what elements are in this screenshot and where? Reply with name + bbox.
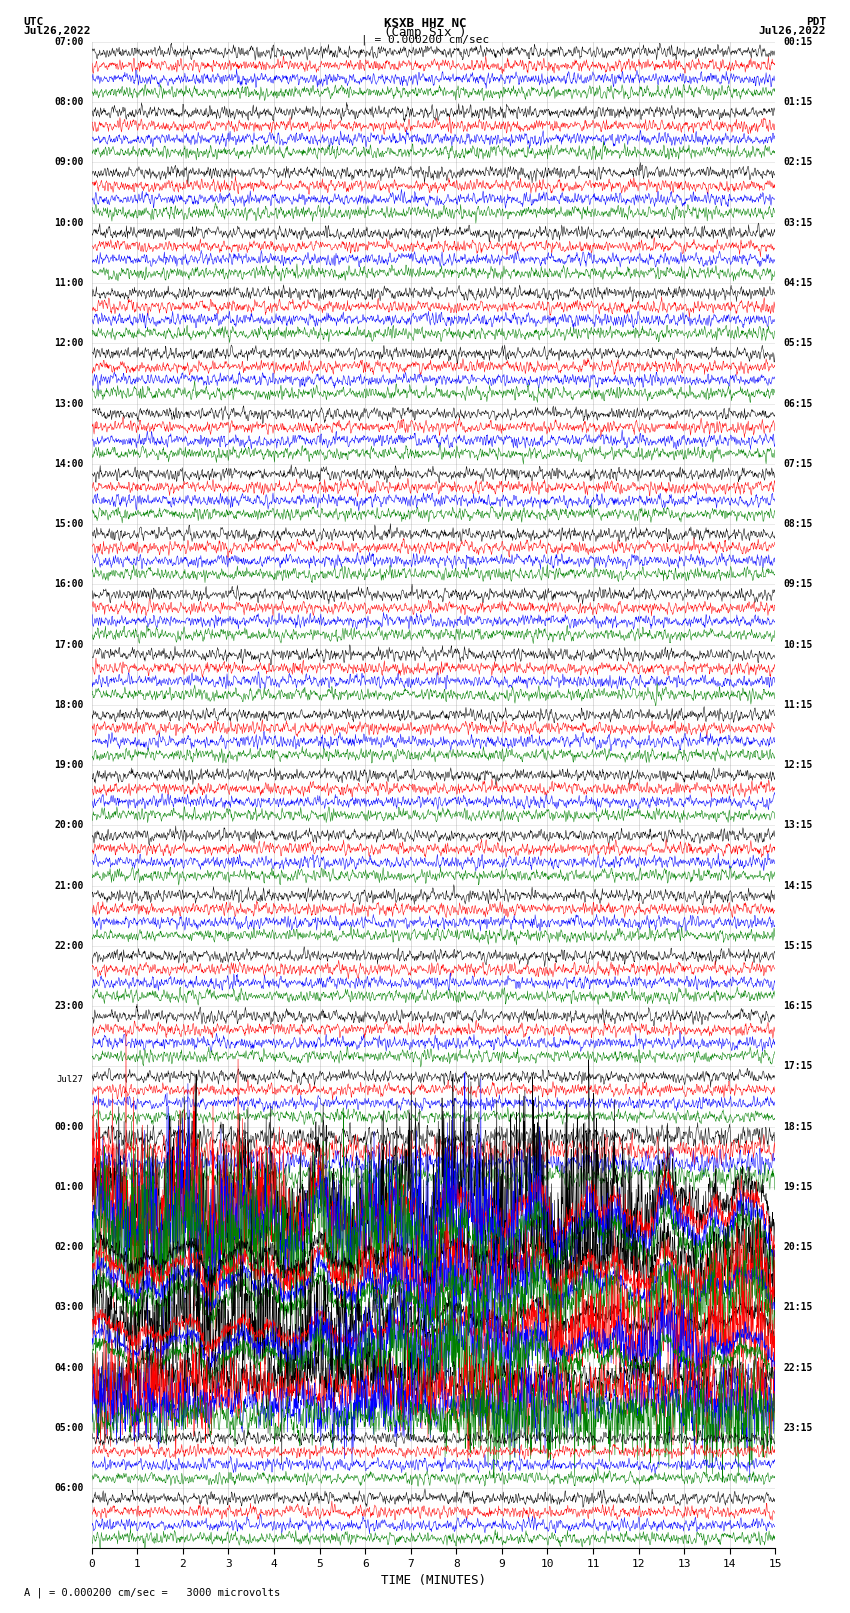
Text: 06:15: 06:15 bbox=[784, 398, 813, 408]
Text: 13:15: 13:15 bbox=[784, 821, 813, 831]
Text: 22:15: 22:15 bbox=[784, 1363, 813, 1373]
Text: 00:15: 00:15 bbox=[784, 37, 813, 47]
Text: 01:15: 01:15 bbox=[784, 97, 813, 106]
Text: 15:15: 15:15 bbox=[784, 940, 813, 950]
Text: 11:00: 11:00 bbox=[54, 277, 83, 289]
Text: 21:00: 21:00 bbox=[54, 881, 83, 890]
Text: 18:15: 18:15 bbox=[784, 1121, 813, 1132]
Text: 16:00: 16:00 bbox=[54, 579, 83, 589]
Text: 12:00: 12:00 bbox=[54, 339, 83, 348]
Text: 19:15: 19:15 bbox=[784, 1182, 813, 1192]
Text: 03:15: 03:15 bbox=[784, 218, 813, 227]
Text: UTC: UTC bbox=[24, 18, 44, 27]
X-axis label: TIME (MINUTES): TIME (MINUTES) bbox=[381, 1574, 486, 1587]
Text: PDT: PDT bbox=[806, 18, 826, 27]
Text: Jul26,2022: Jul26,2022 bbox=[24, 26, 91, 35]
Text: 22:00: 22:00 bbox=[54, 940, 83, 950]
Text: A | = 0.000200 cm/sec =   3000 microvolts: A | = 0.000200 cm/sec = 3000 microvolts bbox=[24, 1587, 280, 1598]
Text: KSXB HHZ NC: KSXB HHZ NC bbox=[383, 18, 467, 31]
Text: 18:00: 18:00 bbox=[54, 700, 83, 710]
Text: 12:15: 12:15 bbox=[784, 760, 813, 769]
Text: Jul27: Jul27 bbox=[57, 1076, 83, 1084]
Text: 01:00: 01:00 bbox=[54, 1182, 83, 1192]
Text: 19:00: 19:00 bbox=[54, 760, 83, 769]
Text: 03:00: 03:00 bbox=[54, 1302, 83, 1313]
Text: 20:15: 20:15 bbox=[784, 1242, 813, 1252]
Text: 20:00: 20:00 bbox=[54, 821, 83, 831]
Text: 05:00: 05:00 bbox=[54, 1423, 83, 1432]
Text: 14:00: 14:00 bbox=[54, 458, 83, 469]
Text: 04:00: 04:00 bbox=[54, 1363, 83, 1373]
Text: 17:00: 17:00 bbox=[54, 640, 83, 650]
Text: (Camp Six ): (Camp Six ) bbox=[383, 26, 467, 39]
Text: 08:15: 08:15 bbox=[784, 519, 813, 529]
Text: 23:00: 23:00 bbox=[54, 1002, 83, 1011]
Text: 02:15: 02:15 bbox=[784, 158, 813, 168]
Text: 00:00: 00:00 bbox=[54, 1121, 83, 1132]
Text: 06:00: 06:00 bbox=[54, 1484, 83, 1494]
Text: 23:15: 23:15 bbox=[784, 1423, 813, 1432]
Text: 16:15: 16:15 bbox=[784, 1002, 813, 1011]
Text: 13:00: 13:00 bbox=[54, 398, 83, 408]
Text: 07:00: 07:00 bbox=[54, 37, 83, 47]
Text: | = 0.000200 cm/sec: | = 0.000200 cm/sec bbox=[361, 35, 489, 45]
Text: 11:15: 11:15 bbox=[784, 700, 813, 710]
Text: 04:15: 04:15 bbox=[784, 277, 813, 289]
Text: 09:00: 09:00 bbox=[54, 158, 83, 168]
Text: 17:15: 17:15 bbox=[784, 1061, 813, 1071]
Text: 10:15: 10:15 bbox=[784, 640, 813, 650]
Text: 15:00: 15:00 bbox=[54, 519, 83, 529]
Text: 14:15: 14:15 bbox=[784, 881, 813, 890]
Text: 07:15: 07:15 bbox=[784, 458, 813, 469]
Text: Jul26,2022: Jul26,2022 bbox=[759, 26, 826, 35]
Text: 10:00: 10:00 bbox=[54, 218, 83, 227]
Text: 21:15: 21:15 bbox=[784, 1302, 813, 1313]
Text: 08:00: 08:00 bbox=[54, 97, 83, 106]
Text: 02:00: 02:00 bbox=[54, 1242, 83, 1252]
Text: 09:15: 09:15 bbox=[784, 579, 813, 589]
Text: 05:15: 05:15 bbox=[784, 339, 813, 348]
